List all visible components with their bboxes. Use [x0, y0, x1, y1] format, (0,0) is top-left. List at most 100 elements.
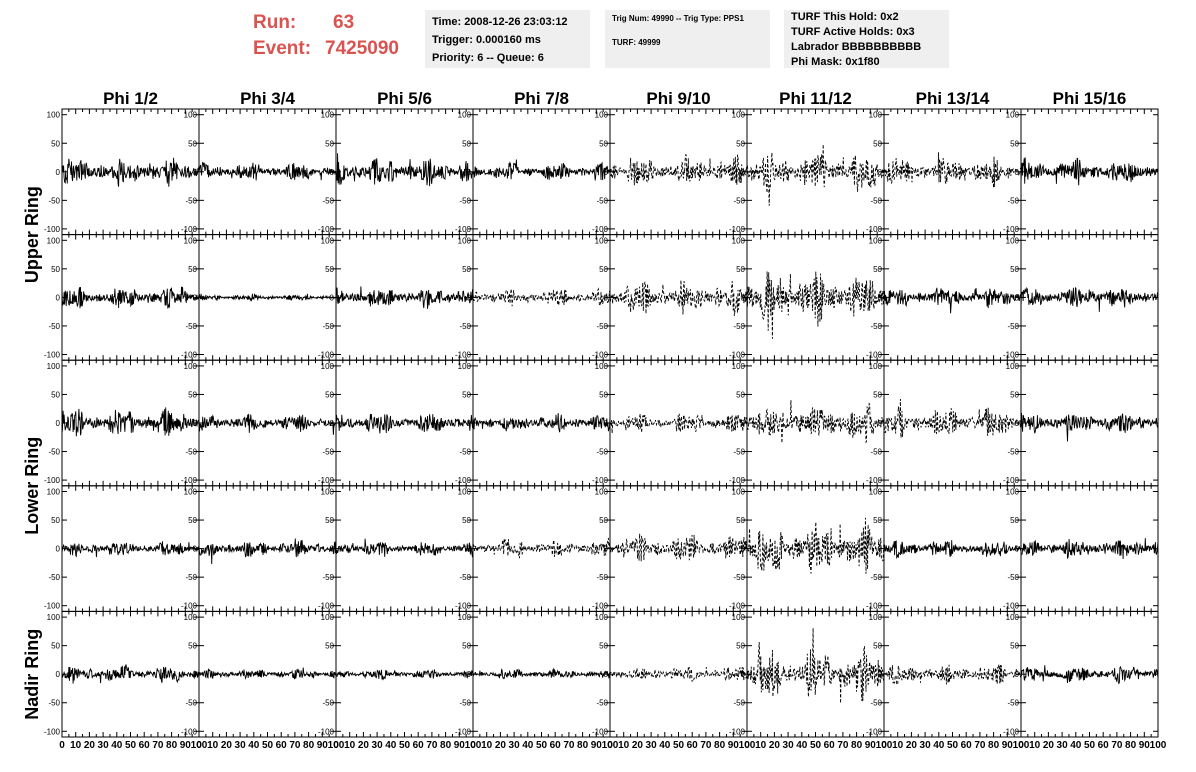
y-tick-label: 0 — [878, 545, 883, 554]
run-label: Run: — [253, 12, 297, 33]
y-tick-label: 0 — [1015, 293, 1020, 302]
y-tick-label: 50 — [325, 265, 334, 274]
waveform-trace — [883, 540, 1022, 560]
y-tick-label: 100 — [47, 236, 61, 245]
y-tick-label: 50 — [462, 139, 471, 148]
waveform-trace — [1020, 538, 1159, 560]
y-tick-label: -100 — [592, 602, 609, 611]
y-tick-label: 0 — [467, 168, 472, 177]
y-tick-label: 100 — [732, 613, 746, 622]
y-tick-label: 100 — [321, 111, 335, 120]
y-tick-label: 0 — [604, 670, 609, 679]
waveform-trace — [1020, 157, 1159, 186]
y-tick-label: -100 — [455, 602, 472, 611]
y-tick-label: -50 — [733, 448, 745, 457]
y-tick-label: -100 — [866, 350, 883, 359]
x-tick-label: 20 — [495, 740, 507, 751]
waveform-panel: -100 -50 0 50 100 — [592, 485, 748, 612]
y-tick-label: 100 — [869, 488, 883, 497]
y-tick-label: 50 — [1010, 139, 1019, 148]
x-tick-label: 0 — [470, 740, 476, 751]
waveform-trace — [609, 666, 748, 682]
x-tick-label: 20 — [1043, 740, 1055, 751]
y-tick-label: -100 — [44, 350, 61, 359]
column-label-4: Phi 7/8 — [514, 89, 569, 108]
y-tick-label: -100 — [181, 602, 198, 611]
x-tick-label: 90 — [1139, 740, 1151, 751]
x-tick-label: 100 — [191, 740, 208, 751]
waveform-panel: -100 -50 0 50 100 — [318, 359, 474, 487]
y-tick-label: 50 — [51, 139, 60, 148]
waveform-panel: -100 -50 0 50 100 — [455, 359, 611, 487]
y-tick-label: 100 — [1006, 111, 1020, 120]
y-tick-label: -50 — [459, 196, 471, 205]
x-tick-label: 40 — [385, 740, 397, 751]
y-tick-label: 0 — [330, 168, 335, 177]
x-tick-label: 40 — [659, 740, 671, 751]
x-tick-label: 0 — [607, 740, 613, 751]
x-tick-label: 80 — [303, 740, 315, 751]
y-tick-label: -100 — [181, 225, 198, 234]
y-tick-label: 50 — [736, 265, 745, 274]
y-tick-label: -100 — [729, 476, 746, 485]
x-tick-label: 70 — [152, 740, 164, 751]
waveform-trace — [883, 287, 1022, 314]
y-tick-label: 50 — [1010, 265, 1019, 274]
y-tick-label: 50 — [1010, 516, 1019, 525]
y-tick-label: -50 — [596, 573, 608, 582]
waveform-trace — [1020, 286, 1159, 312]
y-tick-label: 100 — [184, 613, 198, 622]
y-tick-label: 0 — [741, 419, 746, 428]
y-tick-label: 100 — [47, 111, 61, 120]
x-tick-label: 30 — [920, 740, 932, 751]
waveform-trace — [61, 157, 200, 187]
y-tick-label: -50 — [185, 196, 197, 205]
x-tick-label: 10 — [207, 740, 219, 751]
y-tick-label: -100 — [181, 350, 198, 359]
y-tick-label: 0 — [193, 293, 198, 302]
x-tick-label: 0 — [744, 740, 750, 751]
x-tick-label: 0 — [881, 740, 887, 751]
y-tick-label: 100 — [595, 488, 609, 497]
y-tick-label: -100 — [1003, 350, 1020, 359]
y-tick-label: 100 — [732, 362, 746, 371]
y-tick-label: 50 — [736, 390, 745, 399]
y-tick-label: 0 — [878, 293, 883, 302]
x-tick-label: 90 — [591, 740, 603, 751]
y-tick-label: 100 — [321, 236, 335, 245]
y-tick-label: 50 — [325, 642, 334, 651]
y-tick-label: 0 — [467, 293, 472, 302]
waveform-panel: -100 -50 0 50 100 — [455, 234, 611, 361]
x-tick-label: 10 — [481, 740, 493, 751]
y-tick-label: 0 — [330, 419, 335, 428]
y-tick-label: 100 — [47, 613, 61, 622]
y-tick-label: -100 — [44, 602, 61, 611]
x-tick-label: 60 — [550, 740, 562, 751]
run-value: 63 — [333, 12, 355, 33]
y-tick-label: 50 — [325, 516, 334, 525]
waveform-trace — [746, 517, 885, 574]
x-tick-label: 70 — [974, 740, 986, 751]
y-tick-label: -50 — [596, 196, 608, 205]
x-tick-label: 90 — [728, 740, 740, 751]
waveform-trace — [198, 538, 337, 565]
y-tick-label: -100 — [729, 350, 746, 359]
y-tick-label: -100 — [866, 225, 883, 234]
waveform-panel: -100 -50 0 50 100 — [44, 234, 200, 361]
x-tick-label: 100 — [876, 740, 893, 751]
y-tick-label: 50 — [325, 139, 334, 148]
x-tick-label: 20 — [358, 740, 370, 751]
y-tick-label: 0 — [741, 293, 746, 302]
event-label: Event: — [253, 38, 312, 59]
waveform-trace — [335, 669, 474, 681]
x-tick-label: 50 — [673, 740, 685, 751]
y-tick-label: 50 — [462, 642, 471, 651]
time-trigger-info-box: Time: 2008-12-26 23:03:12 Trigger: 0.000… — [425, 10, 590, 68]
y-tick-label: 0 — [193, 419, 198, 428]
y-tick-label: 100 — [184, 111, 198, 120]
y-tick-label: 100 — [47, 362, 61, 371]
y-tick-label: 0 — [604, 168, 609, 177]
